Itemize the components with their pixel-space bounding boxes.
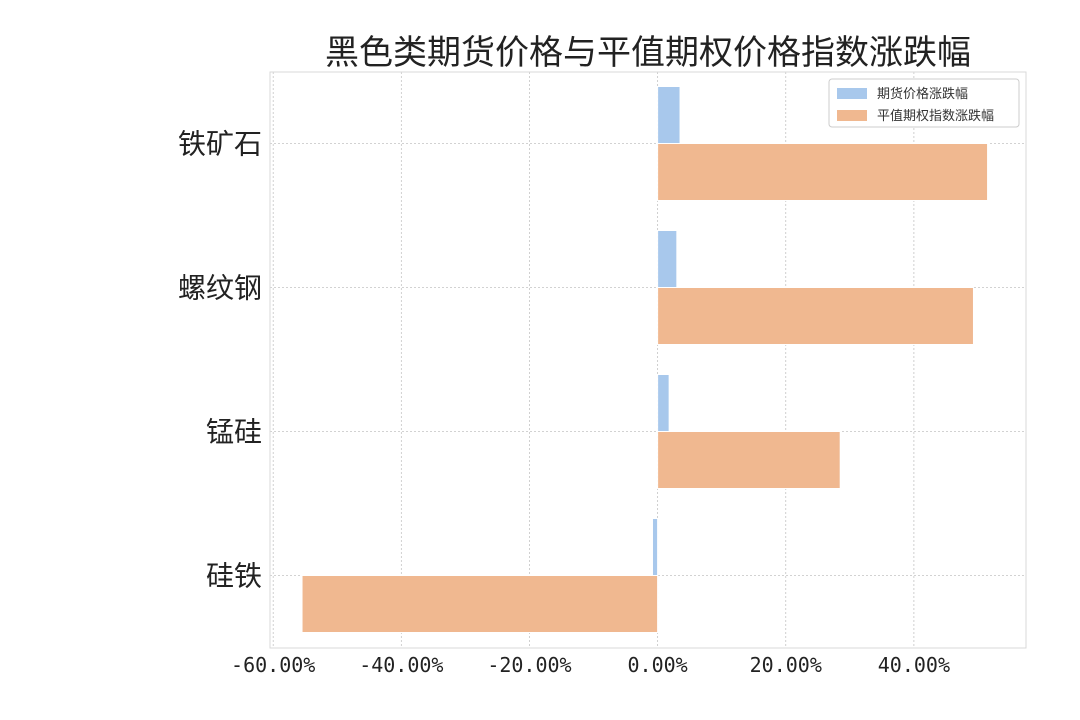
category-label: 硅铁 bbox=[206, 560, 262, 593]
category-label: 螺纹钢 bbox=[178, 272, 262, 305]
x-tick-label: 40.00% bbox=[878, 653, 950, 677]
bar-options bbox=[657, 287, 974, 345]
x-tick-label: 20.00% bbox=[750, 653, 822, 677]
legend-box bbox=[828, 78, 1020, 128]
x-tick-labels: -60.00% -40.00% -20.00% 0.00% 20.00% 40.00% bbox=[231, 653, 950, 677]
x-tick-label: -40.00% bbox=[359, 653, 443, 677]
legend-label-futures: 期货价格涨跌幅 bbox=[877, 86, 968, 102]
bars bbox=[301, 86, 989, 633]
bar-futures bbox=[657, 230, 678, 288]
legend-swatch-futures bbox=[837, 88, 867, 99]
bar-futures bbox=[657, 374, 670, 432]
category-label: 铁矿石 bbox=[178, 128, 262, 161]
x-tick-label: -60.00% bbox=[231, 653, 315, 677]
x-tick-label: 0.00% bbox=[628, 653, 688, 677]
bar-options bbox=[657, 431, 841, 489]
plot-frame bbox=[269, 71, 1027, 649]
bar-options bbox=[301, 575, 659, 633]
legend-swatch-options bbox=[837, 110, 867, 121]
category-label: 锰硅 bbox=[206, 416, 262, 449]
bar-options bbox=[657, 143, 989, 201]
bar-futures bbox=[651, 518, 659, 576]
bar-futures bbox=[657, 86, 681, 144]
legend: 期货价格涨跌幅 平值期权指数涨跌幅 bbox=[828, 78, 1020, 128]
legend-label-options: 平值期权指数涨跌幅 bbox=[877, 108, 994, 124]
x-tick-label: -20.00% bbox=[487, 653, 571, 677]
chart-title: 黑色类期货价格与平值期权价格指数涨跌幅 bbox=[325, 33, 971, 73]
